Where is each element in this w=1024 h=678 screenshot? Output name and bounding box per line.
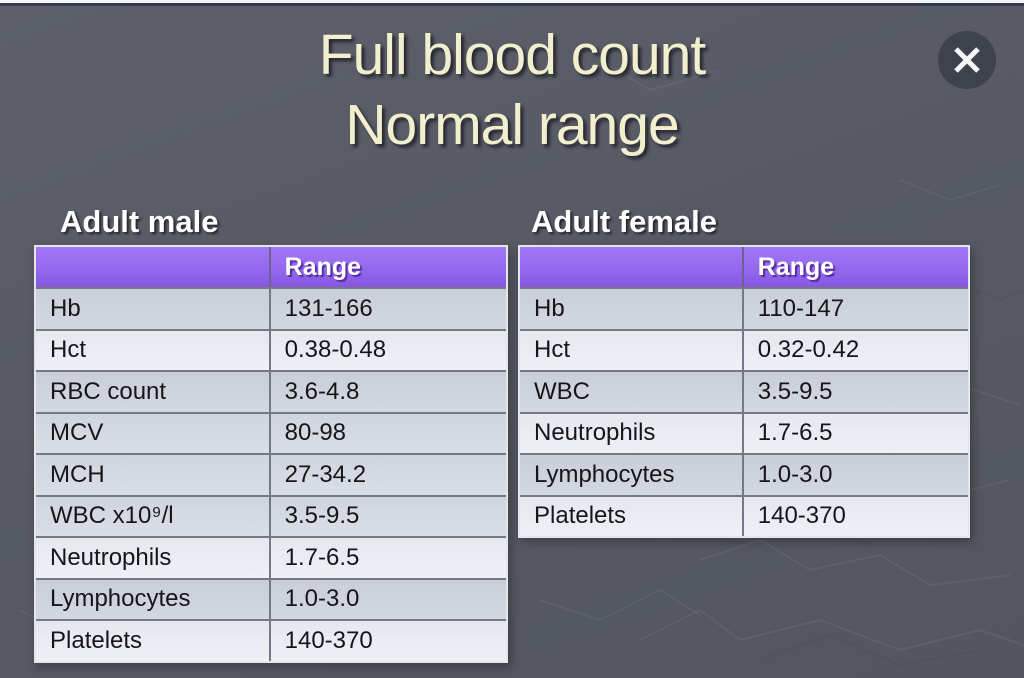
row-value: 3.5-9.5 — [268, 496, 506, 536]
row-label: Neutrophils — [534, 419, 656, 447]
adult-female-table: Range Hb 110-147 Hct 0.32-0.42 WBC 3.5-9… — [518, 245, 970, 538]
row-label: WBC — [534, 377, 590, 405]
title-line-1: Full blood count — [318, 23, 706, 87]
table-row: WBC x10⁹/l 3.5-9.5 — [36, 494, 506, 536]
header-empty-cell — [36, 247, 269, 287]
table-row: MCH 27-34.2 — [36, 453, 506, 495]
row-label: Platelets — [50, 626, 143, 654]
row-label: Platelets — [534, 502, 627, 530]
row-value: 80-98 — [268, 413, 506, 453]
slide-title: Full blood count Normal range — [0, 20, 1024, 160]
table-row: Hb 131-166 — [36, 287, 506, 329]
row-label: Hb — [50, 294, 81, 322]
row-label: MCH — [50, 460, 105, 488]
row-value: 140-370 — [741, 496, 968, 536]
top-dark-strip — [0, 3, 1024, 6]
close-icon — [954, 47, 980, 73]
row-value: 3.5-9.5 — [741, 372, 968, 412]
table-row: Platelets 140-370 — [520, 494, 968, 536]
table-row: Hb 110-147 — [520, 287, 968, 329]
table-row: RBC count 3.6-4.8 — [36, 370, 506, 412]
range-header-label: Range — [757, 252, 835, 281]
row-value: 1.7-6.5 — [268, 538, 506, 578]
row-value: 0.38-0.48 — [268, 330, 506, 370]
table-row: Lymphocytes 1.0-3.0 — [36, 577, 506, 619]
row-label: RBC count — [50, 377, 167, 405]
table-row: MCV 80-98 — [36, 411, 506, 453]
row-value: 3.6-4.8 — [268, 372, 506, 412]
table-row: Neutrophils 1.7-6.5 — [520, 411, 968, 453]
table-header-row: Range — [520, 247, 968, 287]
row-value: 110-147 — [741, 289, 968, 329]
title-line-2: Normal range — [345, 93, 679, 157]
row-label: MCV — [50, 419, 104, 447]
top-white-strip — [0, 0, 1024, 3]
row-label: Neutrophils — [50, 543, 172, 571]
row-label: Lymphocytes — [50, 585, 191, 613]
row-value: 1.7-6.5 — [741, 413, 968, 453]
adult-female-heading: Adult female — [531, 204, 718, 239]
close-button[interactable] — [938, 31, 996, 89]
table-row: WBC 3.5-9.5 — [520, 370, 968, 412]
row-value: 0.32-0.42 — [741, 330, 968, 370]
table-row: Neutrophils 1.7-6.5 — [36, 536, 506, 578]
table-row: Lymphocytes 1.0-3.0 — [520, 453, 968, 495]
adult-male-heading: Adult male — [60, 204, 219, 239]
row-value: 27-34.2 — [268, 455, 506, 495]
adult-male-table: Range Hb 131-166 Hct 0.38-0.48 RBC count… — [34, 245, 508, 663]
row-value: 131-166 — [268, 289, 506, 329]
row-value: 140-370 — [268, 621, 506, 661]
table-row: Hct 0.32-0.42 — [520, 328, 968, 370]
table-header-row: Range — [36, 247, 506, 287]
row-label: Lymphocytes — [534, 460, 675, 488]
row-label: Hct — [534, 336, 570, 364]
header-empty-cell — [520, 247, 742, 287]
row-label: Hb — [534, 294, 565, 322]
row-value: 1.0-3.0 — [268, 579, 506, 619]
header-range-cell: Range — [268, 247, 506, 287]
range-header-label: Range — [284, 252, 362, 281]
row-label: Hct — [50, 336, 86, 364]
row-value: 1.0-3.0 — [741, 455, 968, 495]
table-row: Platelets 140-370 — [36, 619, 506, 661]
row-label: WBC x10⁹/l — [50, 502, 174, 530]
table-row: Hct 0.38-0.48 — [36, 328, 506, 370]
header-range-cell: Range — [741, 247, 968, 287]
